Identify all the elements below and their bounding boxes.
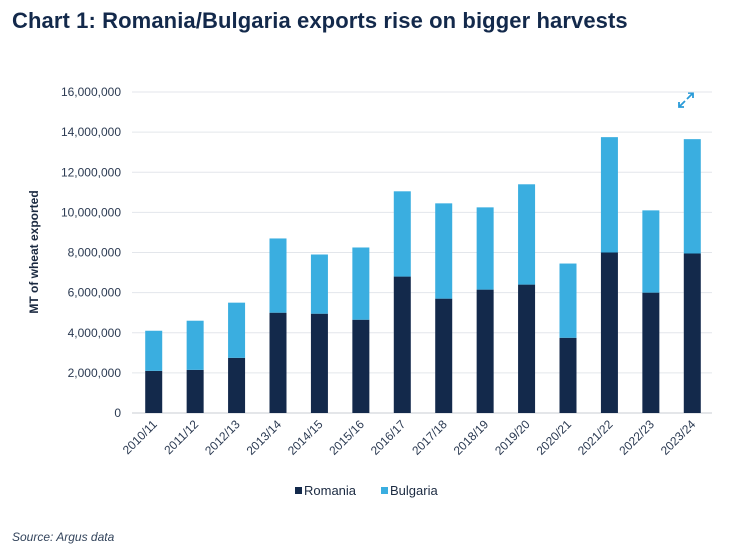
y-axis-ticks: 0 2,000,000 4,000,000 6,000,000 8,000,000 10,… xyxy=(61,85,121,420)
bars xyxy=(145,137,701,413)
bar-bulgaria-2021-22 xyxy=(600,137,618,253)
legend-label-romania: Romania xyxy=(304,483,357,498)
x-tick-label: 2016/17 xyxy=(368,417,409,458)
legend-swatch-romania xyxy=(295,487,302,494)
bar-bulgaria-2020-21 xyxy=(559,263,577,338)
x-tick-label: 2012/13 xyxy=(202,417,243,458)
bar-bulgaria-2018-19 xyxy=(476,207,494,290)
bar-bulgaria-2019-20 xyxy=(518,184,536,285)
x-tick-label: 2021/22 xyxy=(575,417,616,458)
bar-bulgaria-2012-13 xyxy=(228,302,246,358)
bar-romania-2013-14 xyxy=(269,312,287,413)
bar-romania-2014-15 xyxy=(310,313,328,413)
bar-bulgaria-2013-14 xyxy=(269,238,287,313)
x-tick-label: 2022/23 xyxy=(616,417,657,458)
y-tick-label: 10,000,000 xyxy=(61,205,121,219)
bar-bulgaria-2023-24 xyxy=(683,139,701,254)
bar-romania-2012-13 xyxy=(228,357,246,413)
bar-bulgaria-2010-11 xyxy=(145,330,163,371)
y-tick-label: 12,000,000 xyxy=(61,165,121,179)
x-tick-label: 2023/24 xyxy=(658,417,699,458)
y-axis-label: MT of wheat exported xyxy=(27,190,41,313)
chart-title: Chart 1: Romania/Bulgaria exports rise o… xyxy=(12,8,628,33)
y-tick-label: 14,000,000 xyxy=(61,125,121,139)
x-tick-label: 2013/14 xyxy=(244,417,285,458)
expand-icon[interactable] xyxy=(676,90,696,110)
bar-romania-2022-23 xyxy=(642,292,660,413)
x-tick-label: 2020/21 xyxy=(534,417,575,458)
bar-romania-2019-20 xyxy=(518,284,536,413)
x-tick-label: 2015/16 xyxy=(326,417,367,458)
legend-label-bulgaria: Bulgaria xyxy=(390,483,438,498)
legend-swatch-bulgaria xyxy=(381,487,388,494)
bar-romania-2020-21 xyxy=(559,337,577,413)
bar-romania-2010-11 xyxy=(145,370,163,413)
bar-bulgaria-2016-17 xyxy=(393,191,411,277)
bar-bulgaria-2014-15 xyxy=(310,254,328,314)
bar-romania-2017-18 xyxy=(435,298,453,413)
y-tick-label: 0 xyxy=(114,406,121,420)
x-axis-ticks: 2010/11 2011/12 2012/13 2013/14 2014/15 2015/… xyxy=(120,417,699,458)
bar-romania-2016-17 xyxy=(393,276,411,413)
bar-bulgaria-2022-23 xyxy=(642,210,660,293)
bar-romania-2015-16 xyxy=(352,319,370,413)
bar-romania-2018-19 xyxy=(476,289,494,413)
bar-bulgaria-2011-12 xyxy=(186,320,204,370)
bar-romania-2011-12 xyxy=(186,369,204,413)
x-tick-label: 2011/12 xyxy=(161,417,201,457)
x-tick-label: 2014/15 xyxy=(285,417,326,458)
x-tick-label: 2018/19 xyxy=(451,417,492,458)
y-tick-label: 16,000,000 xyxy=(61,85,121,99)
bar-romania-2021-22 xyxy=(600,252,618,413)
y-tick-label: 4,000,000 xyxy=(68,326,122,340)
y-tick-label: 8,000,000 xyxy=(68,246,122,260)
bar-bulgaria-2017-18 xyxy=(435,203,453,299)
gridlines xyxy=(132,91,712,414)
source-note: Source: Argus data xyxy=(12,530,115,544)
x-tick-label: 2010/11 xyxy=(120,417,160,457)
y-tick-label: 6,000,000 xyxy=(68,286,122,300)
bar-bulgaria-2015-16 xyxy=(352,247,370,320)
legend: Romania Bulgaria xyxy=(295,483,438,498)
bar-romania-2023-24 xyxy=(683,253,701,413)
x-tick-label: 2019/20 xyxy=(492,417,533,458)
x-tick-label: 2017/18 xyxy=(409,417,450,458)
y-tick-label: 2,000,000 xyxy=(68,366,122,380)
